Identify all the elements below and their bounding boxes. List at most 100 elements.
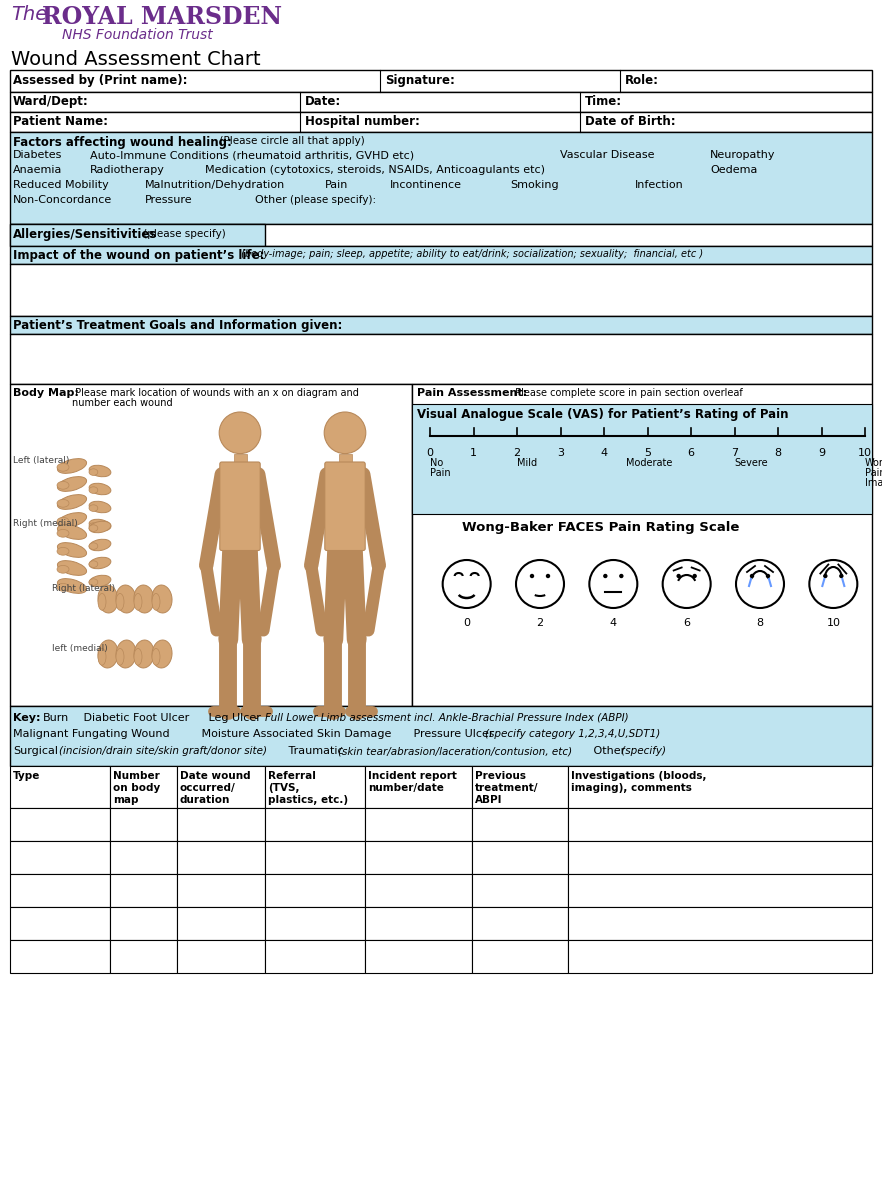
Bar bbox=[177, 808, 265, 842]
Ellipse shape bbox=[57, 584, 69, 591]
Bar bbox=[412, 384, 872, 706]
Bar bbox=[10, 766, 110, 808]
Text: Full Lower Limb assessment incl. Ankle-Brachial Pressure Index (ABPI): Full Lower Limb assessment incl. Ankle-B… bbox=[265, 713, 629, 723]
Bar bbox=[10, 132, 872, 225]
Circle shape bbox=[676, 573, 681, 578]
Text: Impact of the wound on patient’s life:: Impact of the wound on patient’s life: bbox=[13, 249, 265, 262]
Text: Severe: Severe bbox=[735, 457, 768, 468]
Ellipse shape bbox=[116, 639, 136, 668]
Text: treatment/: treatment/ bbox=[475, 782, 539, 793]
Bar bbox=[568, 842, 872, 873]
Bar bbox=[10, 225, 265, 246]
Text: 9: 9 bbox=[818, 448, 825, 457]
Ellipse shape bbox=[89, 521, 111, 533]
Bar bbox=[10, 706, 872, 766]
Text: Anaemia: Anaemia bbox=[13, 165, 63, 175]
Text: Factors affecting wound healing:: Factors affecting wound healing: bbox=[13, 136, 232, 149]
Bar bbox=[10, 335, 872, 384]
Text: Radiotherapy: Radiotherapy bbox=[90, 165, 165, 175]
Text: 4: 4 bbox=[609, 618, 617, 628]
Ellipse shape bbox=[98, 585, 118, 613]
Ellipse shape bbox=[57, 579, 86, 593]
Ellipse shape bbox=[89, 469, 98, 475]
Ellipse shape bbox=[98, 593, 106, 610]
Text: Number: Number bbox=[113, 771, 160, 781]
Text: imaging), comments: imaging), comments bbox=[571, 782, 691, 793]
Bar bbox=[10, 940, 110, 973]
Bar bbox=[110, 873, 177, 907]
Circle shape bbox=[766, 573, 770, 578]
Bar bbox=[10, 316, 872, 335]
Text: Please mark location of wounds with an x on diagram and: Please mark location of wounds with an x… bbox=[72, 388, 359, 398]
Text: on body: on body bbox=[113, 782, 161, 793]
Bar bbox=[10, 264, 872, 316]
Text: 2: 2 bbox=[513, 448, 520, 457]
Ellipse shape bbox=[98, 639, 118, 668]
Text: Date wound: Date wound bbox=[180, 771, 250, 781]
Ellipse shape bbox=[57, 525, 86, 539]
Text: 4: 4 bbox=[601, 448, 608, 457]
Bar bbox=[10, 907, 110, 940]
Ellipse shape bbox=[57, 560, 86, 576]
Ellipse shape bbox=[116, 585, 136, 613]
FancyBboxPatch shape bbox=[220, 462, 260, 551]
Ellipse shape bbox=[89, 525, 98, 532]
Text: Please complete score in pain section overleaf: Please complete score in pain section ov… bbox=[512, 388, 743, 398]
Ellipse shape bbox=[89, 579, 98, 585]
Ellipse shape bbox=[57, 459, 86, 473]
Text: Worst: Worst bbox=[865, 457, 882, 468]
Bar bbox=[110, 940, 177, 973]
Circle shape bbox=[839, 573, 843, 578]
Circle shape bbox=[325, 413, 366, 454]
Text: Date of Birth:: Date of Birth: bbox=[585, 115, 676, 128]
Text: Pain: Pain bbox=[325, 180, 348, 190]
Text: Diabetes: Diabetes bbox=[13, 150, 63, 160]
Bar bbox=[110, 907, 177, 940]
Text: ROYAL MARSDEN: ROYAL MARSDEN bbox=[42, 5, 282, 30]
Text: 0: 0 bbox=[427, 448, 433, 457]
Bar bbox=[365, 808, 472, 842]
Text: (body-image; pain; sleep, appetite; ability to eat/drink; socialization; sexuali: (body-image; pain; sleep, appetite; abil… bbox=[238, 249, 703, 259]
Text: Smoking: Smoking bbox=[510, 180, 558, 190]
Ellipse shape bbox=[152, 593, 160, 610]
Circle shape bbox=[530, 573, 534, 578]
Text: Right (medial): Right (medial) bbox=[13, 519, 78, 528]
Text: Incontinence: Incontinence bbox=[390, 180, 462, 190]
Text: 6: 6 bbox=[687, 448, 694, 457]
Ellipse shape bbox=[89, 539, 111, 551]
Bar bbox=[365, 907, 472, 940]
Ellipse shape bbox=[57, 463, 69, 472]
Text: Key:: Key: bbox=[13, 713, 44, 723]
Text: 0: 0 bbox=[463, 618, 470, 628]
Text: occurred/: occurred/ bbox=[180, 782, 235, 793]
Text: (TVS,: (TVS, bbox=[268, 782, 300, 793]
Text: Time:: Time: bbox=[585, 95, 622, 108]
Ellipse shape bbox=[57, 481, 69, 489]
Bar bbox=[568, 873, 872, 907]
Ellipse shape bbox=[57, 500, 69, 507]
Bar bbox=[10, 842, 110, 873]
Text: Moderate: Moderate bbox=[625, 457, 672, 468]
Ellipse shape bbox=[57, 494, 86, 509]
Text: number/date: number/date bbox=[368, 782, 444, 793]
Text: 8: 8 bbox=[774, 448, 781, 457]
Text: Surgical: Surgical bbox=[13, 746, 58, 756]
Bar bbox=[472, 842, 568, 873]
Text: Traumatic: Traumatic bbox=[278, 746, 344, 756]
Text: Visual Analogue Scale (VAS) for Patient’s Rating of Pain: Visual Analogue Scale (VAS) for Patient’… bbox=[417, 408, 789, 421]
Bar bbox=[265, 808, 365, 842]
Bar bbox=[412, 404, 872, 514]
Bar bbox=[265, 766, 365, 808]
Circle shape bbox=[589, 560, 638, 608]
Text: 2: 2 bbox=[536, 618, 543, 628]
Text: Malignant Fungating Wound: Malignant Fungating Wound bbox=[13, 729, 169, 739]
Text: Patient’s Treatment Goals and Information given:: Patient’s Treatment Goals and Informatio… bbox=[13, 319, 342, 332]
Text: Malnutrition/Dehydration: Malnutrition/Dehydration bbox=[145, 180, 285, 190]
Bar bbox=[10, 225, 872, 246]
Ellipse shape bbox=[89, 560, 98, 567]
Circle shape bbox=[546, 573, 550, 578]
Text: Role:: Role: bbox=[625, 74, 659, 87]
Ellipse shape bbox=[89, 501, 111, 513]
Text: Infection: Infection bbox=[635, 180, 684, 190]
Bar bbox=[472, 907, 568, 940]
